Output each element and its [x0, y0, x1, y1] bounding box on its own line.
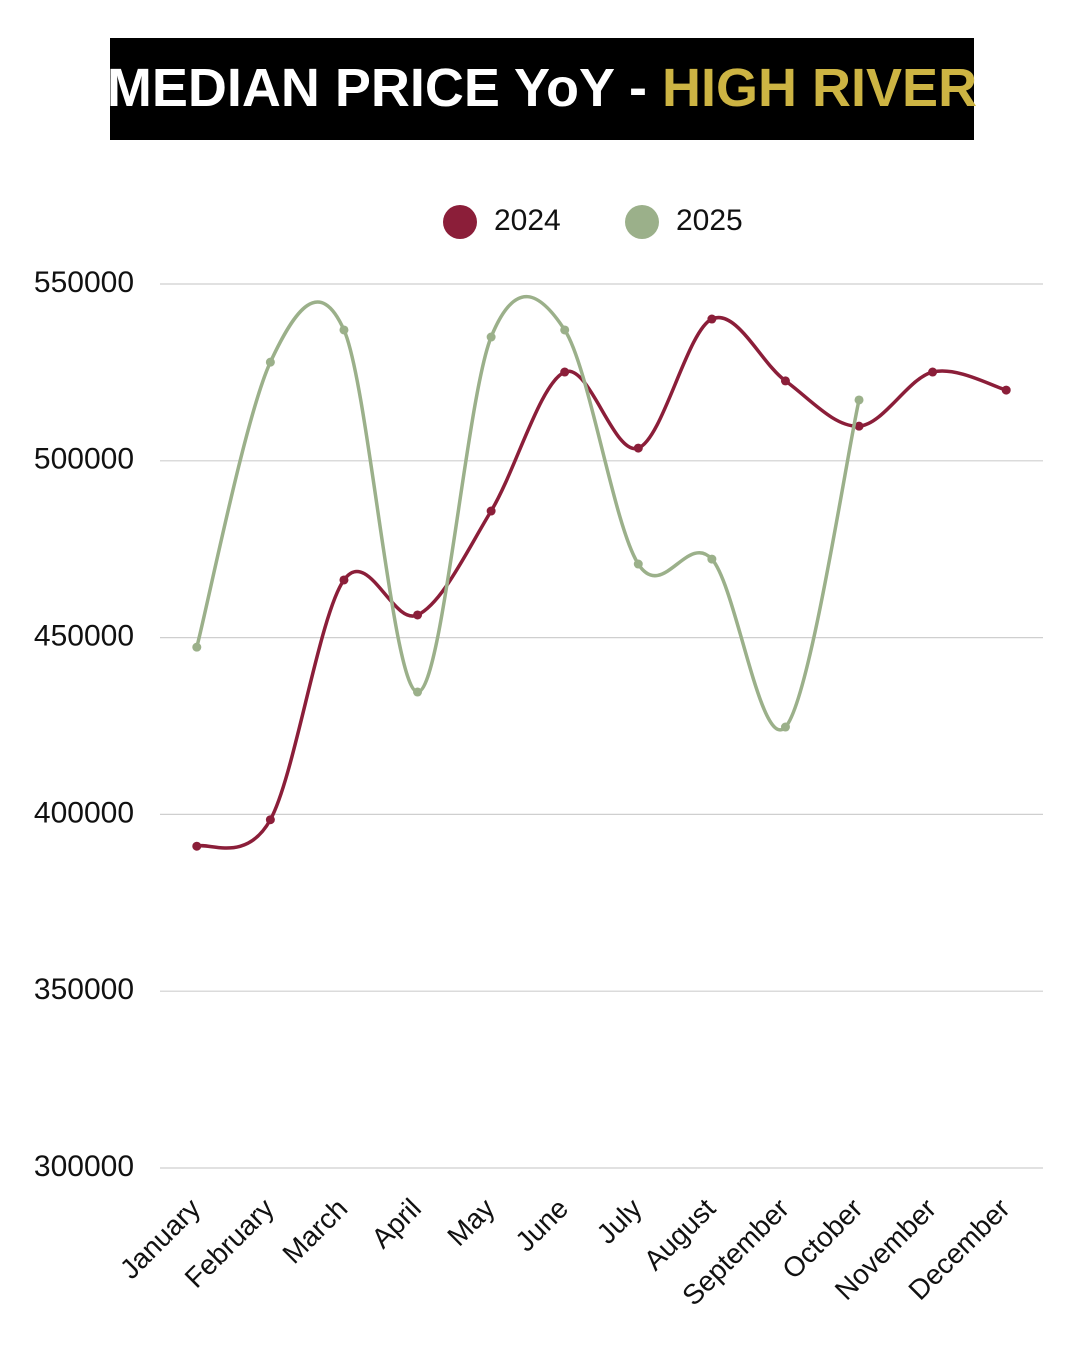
y-tick-label: 300000 [34, 1150, 134, 1183]
legend-marker [625, 205, 659, 239]
data-point [560, 367, 570, 377]
y-tick-label: 400000 [34, 796, 134, 829]
data-point [486, 506, 496, 516]
legend-marker [443, 205, 477, 239]
y-tick-label: 550000 [34, 266, 134, 299]
legend-label: 2024 [494, 204, 561, 237]
title-banner [110, 38, 974, 140]
x-tick-label: May [441, 1193, 500, 1252]
data-point [265, 815, 275, 825]
x-tick-label: July [591, 1193, 648, 1250]
title-text: MEDIAN PRICE YoY - [107, 58, 647, 118]
data-point [1001, 385, 1011, 395]
data-point [633, 443, 643, 453]
y-tick-label: 350000 [34, 973, 134, 1006]
data-point [707, 314, 717, 324]
data-point [780, 376, 790, 386]
data-point [928, 367, 938, 377]
data-point [192, 642, 202, 652]
series-line [196, 315, 1007, 850]
title-highlight: HIGH RIVER [662, 58, 977, 118]
data-point [854, 421, 864, 431]
legend-label: 2025 [676, 204, 743, 237]
data-point [707, 554, 717, 564]
data-point [633, 559, 643, 569]
x-tick-label: March [276, 1193, 353, 1270]
data-point [413, 687, 423, 697]
y-tick-label: 500000 [34, 443, 134, 476]
x-tick-label: June [509, 1193, 574, 1258]
y-tick-label: 450000 [34, 620, 134, 653]
data-point [486, 332, 496, 342]
data-point [780, 722, 790, 732]
data-point [560, 325, 570, 335]
data-point [854, 395, 864, 405]
data-point [339, 325, 349, 335]
x-tick-label: April [365, 1193, 427, 1255]
data-point [339, 575, 349, 585]
series-line [195, 294, 861, 732]
data-point [265, 357, 275, 367]
data-point [413, 610, 423, 620]
data-point [192, 841, 202, 851]
chart-title: MEDIAN PRICE YoY - HIGH RIVER [107, 58, 977, 118]
